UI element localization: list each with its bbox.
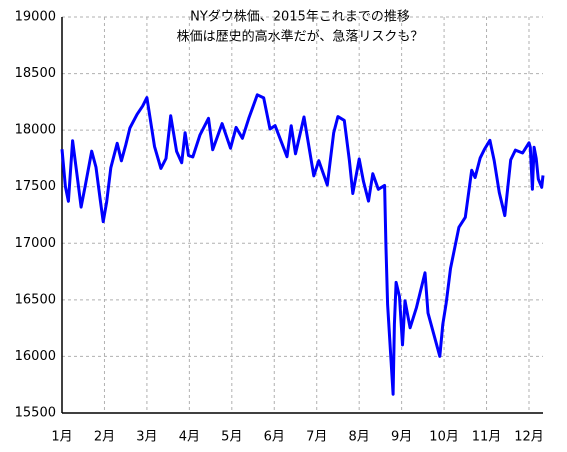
x-tick-label: 4月 xyxy=(179,430,200,445)
x-tick-label: 9月 xyxy=(391,430,412,445)
y-tick-label: 16000 xyxy=(15,349,56,364)
y-tick-label: 19000 xyxy=(15,10,56,25)
line xyxy=(60,93,545,396)
y-tick-label: 18500 xyxy=(15,66,56,81)
x-tick-label: 12月 xyxy=(514,430,544,445)
chart-subtitle: 株価は歴史的高水準だが、急落リスクも？ xyxy=(177,29,424,45)
x-tick-label: 10月 xyxy=(429,430,459,445)
x-tick-label: 5月 xyxy=(221,430,242,445)
y-tick-label: 16500 xyxy=(15,292,56,307)
x-tick-label: 2月 xyxy=(94,430,115,445)
y-tick-label: 18000 xyxy=(15,123,56,138)
y-tick-label: 17000 xyxy=(15,236,56,251)
x-tick-label: 6月 xyxy=(264,430,285,445)
x-tick-label: 11月 xyxy=(472,430,502,445)
x-tick-label: 8月 xyxy=(349,430,370,445)
y-tick-label: 15500 xyxy=(15,406,56,421)
y-tick-label: 17500 xyxy=(15,179,56,194)
chart-title: NYダウ株価、2015年これまでの推移 xyxy=(190,10,410,25)
x-tick-label: 3月 xyxy=(136,430,157,445)
x-tick-label: 1月 xyxy=(51,430,72,445)
x-tick-label: 7月 xyxy=(306,430,327,445)
